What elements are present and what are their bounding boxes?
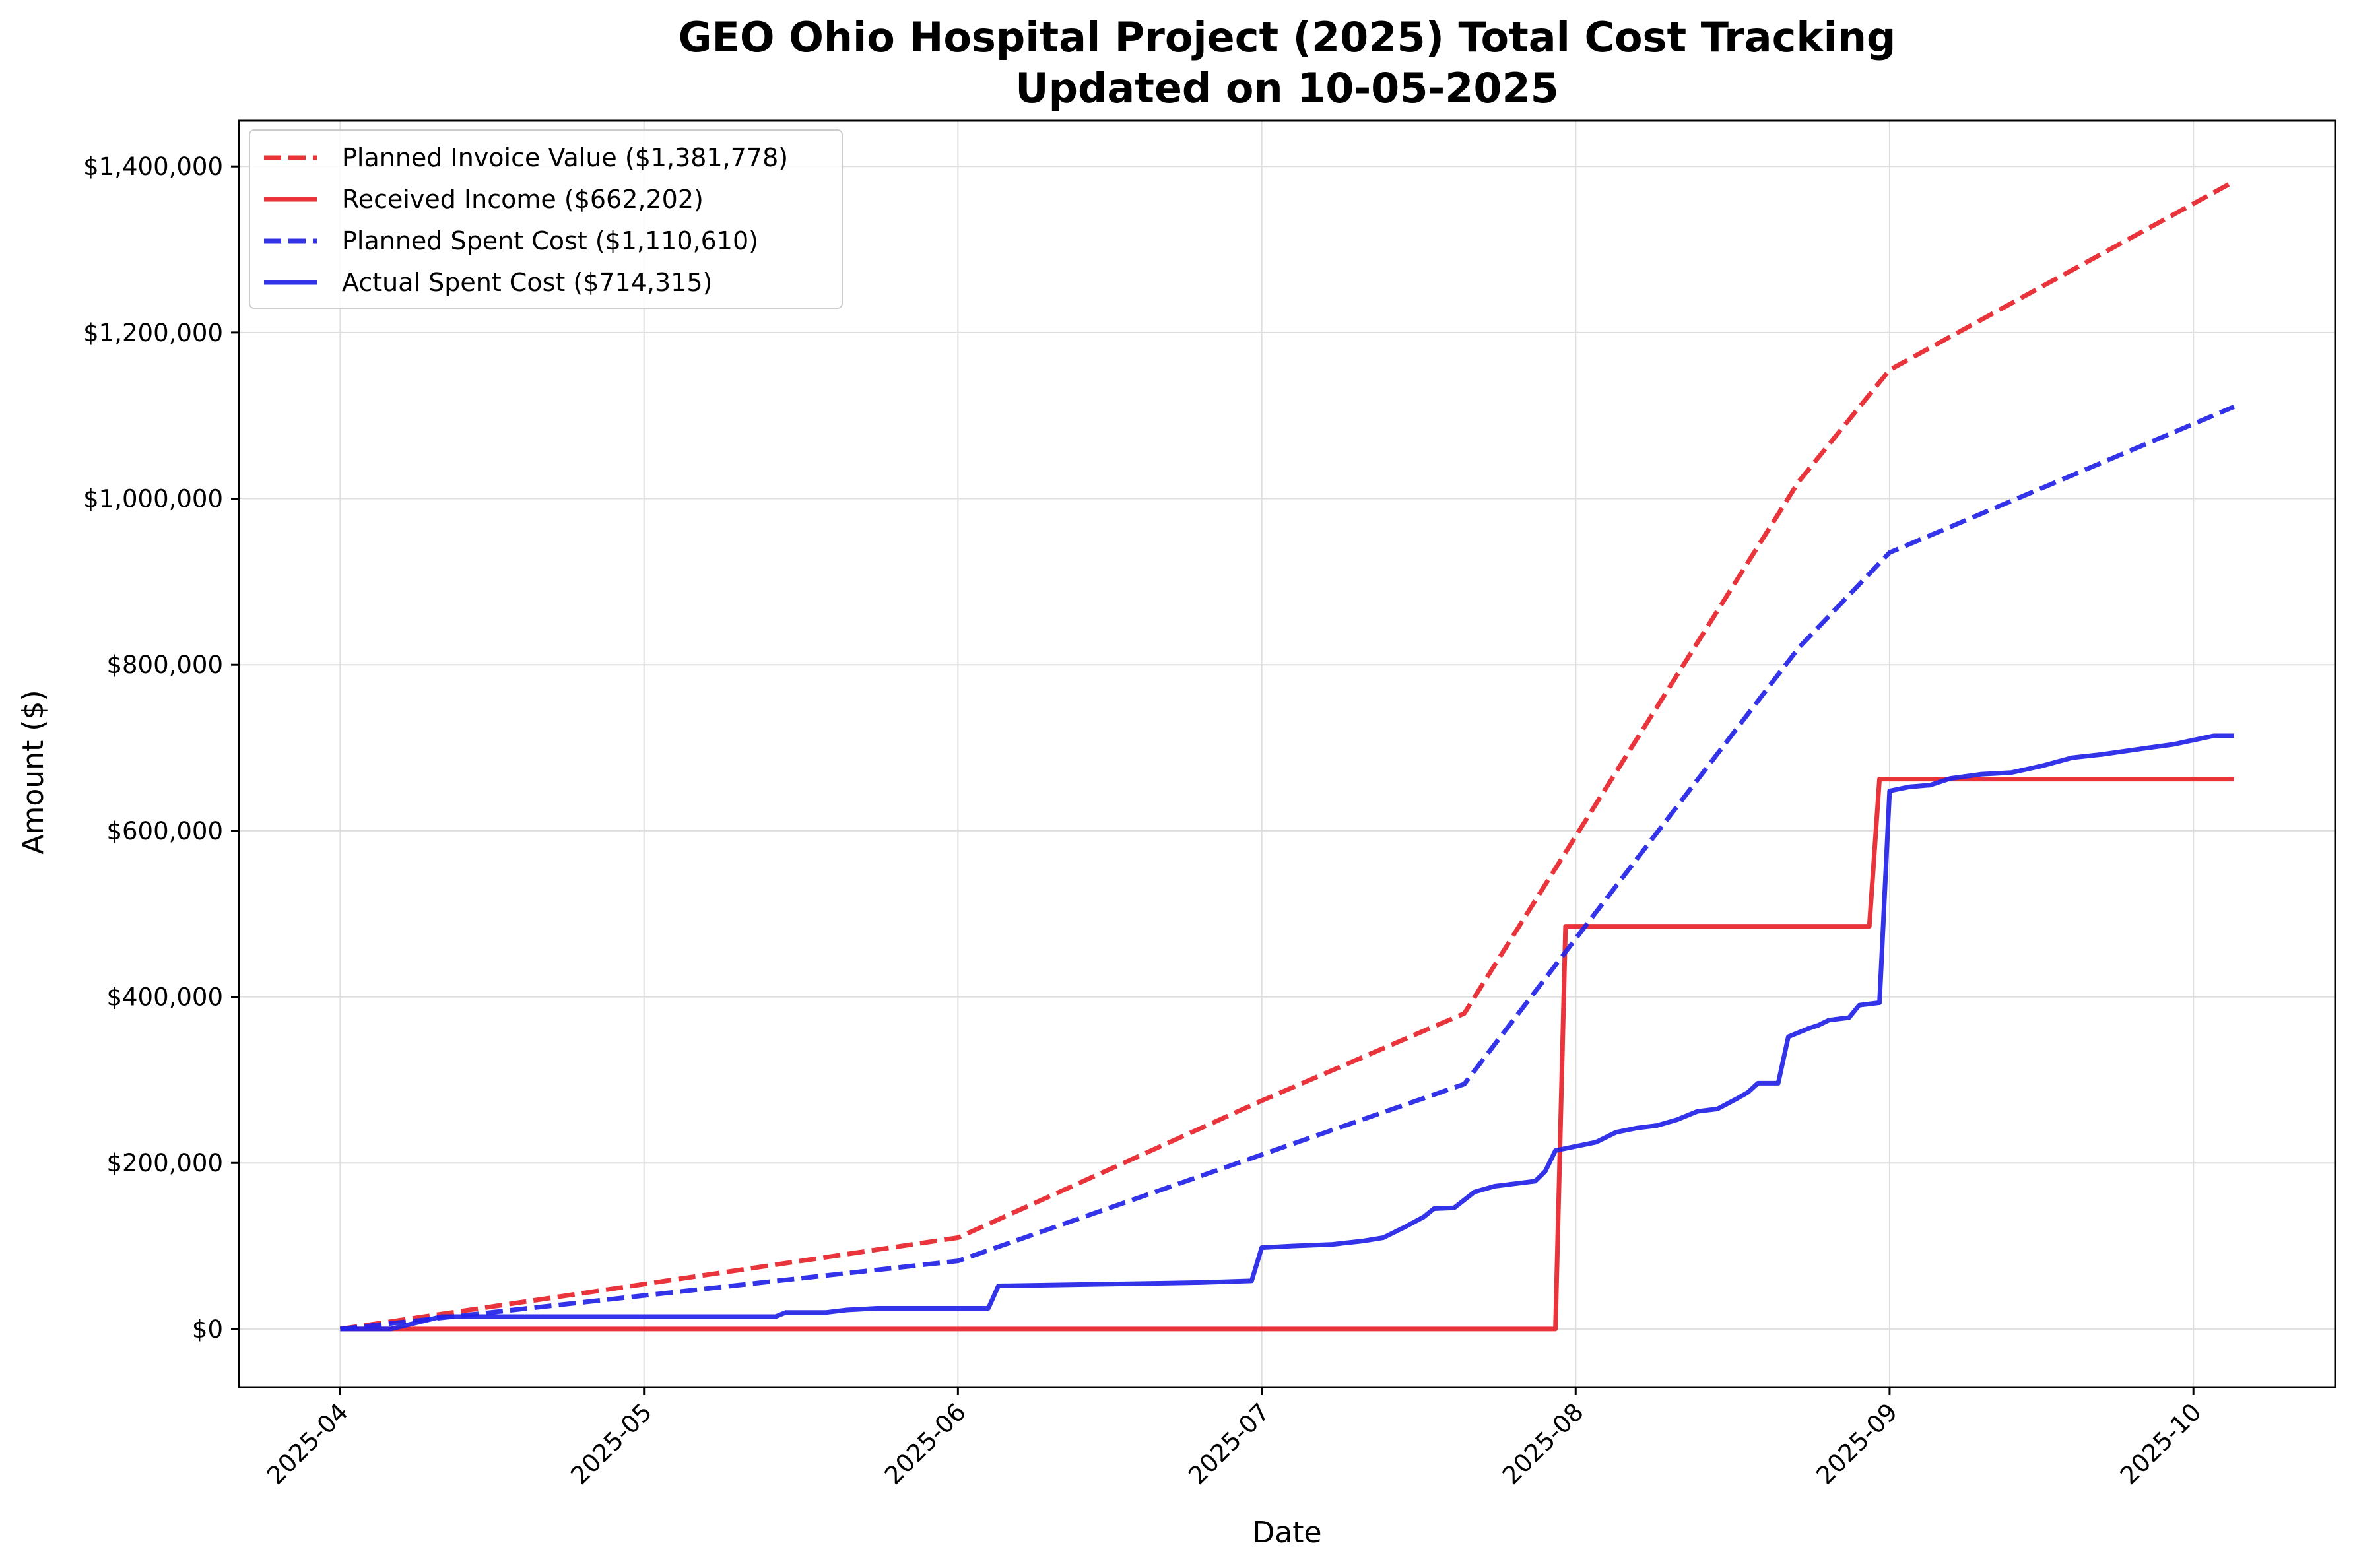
chart-title: GEO Ohio Hospital Project (2025) Total C… bbox=[679, 13, 1896, 61]
x-tick-label: 2025-06 bbox=[879, 1398, 972, 1490]
x-tick-label: 2025-07 bbox=[1183, 1398, 1275, 1490]
legend-label: Actual Spent Cost ($714,315) bbox=[342, 268, 712, 297]
y-tick-label: $600,000 bbox=[106, 817, 223, 845]
x-tick-label: 2025-10 bbox=[2115, 1398, 2207, 1490]
legend-label: Planned Invoice Value ($1,381,778) bbox=[342, 143, 788, 172]
series-line-1 bbox=[339, 180, 2236, 1332]
x-tick-label: 2025-04 bbox=[261, 1398, 354, 1490]
x-axis-label: Date bbox=[1252, 1516, 1321, 1550]
series-line-4 bbox=[340, 733, 2234, 1332]
legend-label: Received Income ($662,202) bbox=[342, 185, 704, 214]
y-tick-label: $1,000,000 bbox=[83, 485, 223, 513]
legend-label: Planned Spent Cost ($1,110,610) bbox=[342, 226, 758, 255]
y-axis-label: Amount ($) bbox=[17, 690, 50, 854]
y-tick-label: $1,200,000 bbox=[83, 319, 223, 347]
y-tick-label: $200,000 bbox=[106, 1149, 223, 1177]
y-tick-label: $0 bbox=[192, 1315, 223, 1344]
series-line-2 bbox=[340, 777, 2234, 1332]
series-layer bbox=[339, 180, 2236, 1332]
legend: Planned Invoice Value ($1,381,778) Receiv… bbox=[249, 129, 843, 309]
y-tick-label: $1,400,000 bbox=[83, 152, 223, 181]
y-tick-label: $800,000 bbox=[106, 651, 223, 679]
series-line-3 bbox=[340, 405, 2235, 1332]
y-tick-label: $400,000 bbox=[106, 983, 223, 1012]
x-tick-label: 2025-09 bbox=[1811, 1398, 1904, 1490]
grid bbox=[239, 121, 2335, 1387]
x-tick-label: 2025-08 bbox=[1497, 1398, 1589, 1490]
chart-subtitle: Updated on 10-05-2025 bbox=[1015, 64, 1559, 112]
legend-box bbox=[249, 129, 843, 309]
plot-frame bbox=[238, 119, 2336, 1388]
x-tick-label: 2025-05 bbox=[565, 1398, 657, 1490]
